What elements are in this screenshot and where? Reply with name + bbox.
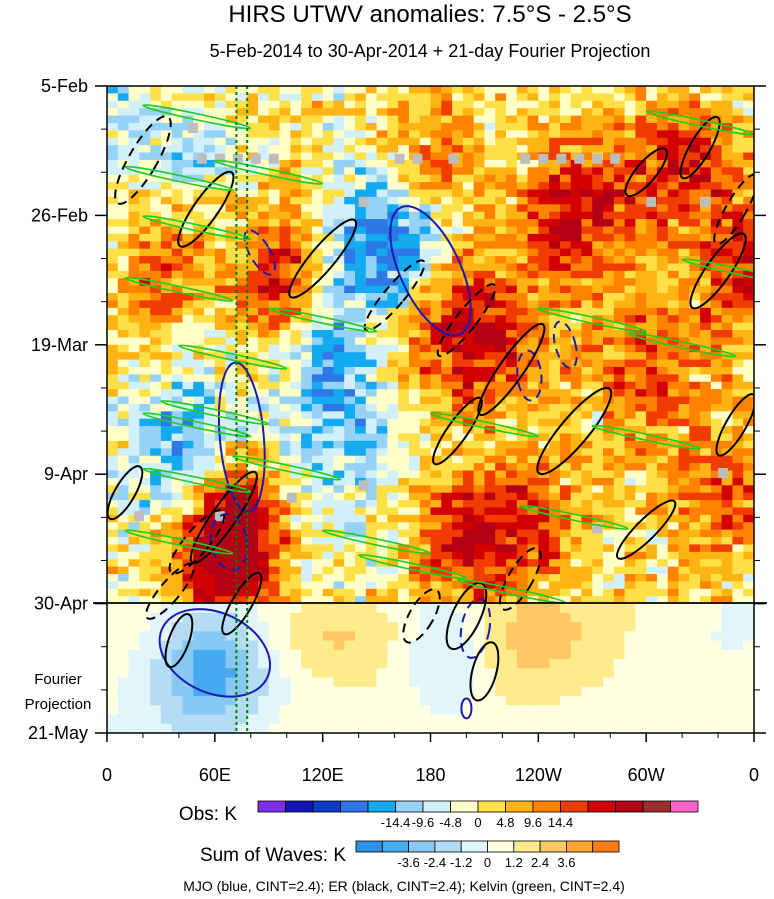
legend-swatch (615, 800, 644, 813)
y-tick-label: 30-Apr (34, 594, 88, 614)
legend-level-label: -2.4 (424, 855, 446, 870)
legend-level-label: -14.4 (381, 815, 411, 830)
y-tick-label: 5-Feb (41, 76, 88, 96)
projection-label-line1: Fourier (34, 671, 82, 688)
x-tick-label: 120E (302, 765, 344, 785)
legend-swatch (434, 840, 462, 853)
legend-level-label: 9.6 (524, 815, 542, 830)
legend-swatch (642, 800, 671, 813)
legend-level-label: -1.2 (450, 855, 472, 870)
legend-level-label: 1.2 (505, 855, 523, 870)
waves-legend-label: Sum of Waves: K (200, 845, 346, 866)
x-tick-label: 60E (199, 765, 231, 785)
y-tick-label: 21-May (28, 723, 88, 743)
legend-level-label: -3.6 (397, 855, 419, 870)
x-tick-label: 180 (415, 765, 445, 785)
legend-swatch (505, 800, 534, 813)
legend-swatch (566, 840, 594, 853)
legend-swatch (450, 800, 479, 813)
y-tick-label: 19-Mar (31, 335, 88, 355)
legend-swatch (539, 840, 567, 853)
legend-swatch (367, 800, 396, 813)
legend-level-label: 14.4 (548, 815, 573, 830)
wave-overlays (107, 86, 754, 733)
x-axis: 0 60E 120E 180 120W 60W 0 (102, 733, 759, 785)
obs-legend: Obs: K -14.4 -9.6 -4.8 0 4.8 9.6 14.4 (179, 800, 699, 830)
legend-swatch (355, 840, 383, 853)
legend-swatch (340, 800, 369, 813)
legend-level-label: 3.6 (557, 855, 575, 870)
chart-title: HIRS UTWV anomalies: 7.5°S - 2.5°S (228, 1, 631, 28)
projection-label-line2: Projection (25, 696, 92, 713)
anomaly-field (107, 86, 754, 733)
legend-swatch (395, 800, 424, 813)
legend-level-label: -9.6 (412, 815, 434, 830)
x-tick-label: 0 (749, 765, 759, 785)
legend-swatch (312, 800, 341, 813)
legend-level-label: 0 (484, 855, 491, 870)
x-tick-label: 0 (102, 765, 112, 785)
legend-swatch (408, 840, 436, 853)
waves-legend: Sum of Waves: K -3.6 -2.4 -1.2 0 1.2 2.4 3.6 (200, 840, 620, 870)
legend-swatch (422, 800, 451, 813)
y-tick-label: 26-Feb (31, 205, 88, 225)
legend-swatch (381, 840, 409, 853)
legend-swatch (460, 840, 488, 853)
legend-swatch (587, 800, 616, 813)
legend-swatch (477, 800, 506, 813)
legend-swatch (592, 840, 620, 853)
obs-legend-label: Obs: K (179, 804, 237, 825)
legend-swatch (513, 840, 541, 853)
x-tick-label: 120W (515, 765, 562, 785)
legend-level-label: 0 (474, 815, 481, 830)
legend-swatch (532, 800, 561, 813)
legend-swatch (285, 800, 314, 813)
legend-level-label: 4.8 (496, 815, 514, 830)
y-tick-label: 9-Apr (44, 464, 88, 484)
legend-swatch (560, 800, 589, 813)
footer-note: MJO (blue, CINT=2.4); ER (black, CINT=2.… (183, 878, 625, 894)
y-axis: 5-Feb 26-Feb 19-Mar 9-Apr 30-Apr 21-May (28, 76, 766, 743)
legend-swatch (670, 800, 699, 813)
legend-level-label: 2.4 (531, 855, 549, 870)
legend-swatch (257, 800, 286, 813)
x-tick-label: 60W (628, 765, 665, 785)
plot-area: 0 60E 120E 180 120W 60W 0 5-Feb 26-Feb 19-Mar 9-A… (25, 76, 767, 785)
chart-subtitle: 5-Feb-2014 to 30-Apr-2014 + 21-day Fouri… (210, 41, 651, 61)
legend-level-label: -4.8 (439, 815, 461, 830)
legend-swatch (487, 840, 515, 853)
